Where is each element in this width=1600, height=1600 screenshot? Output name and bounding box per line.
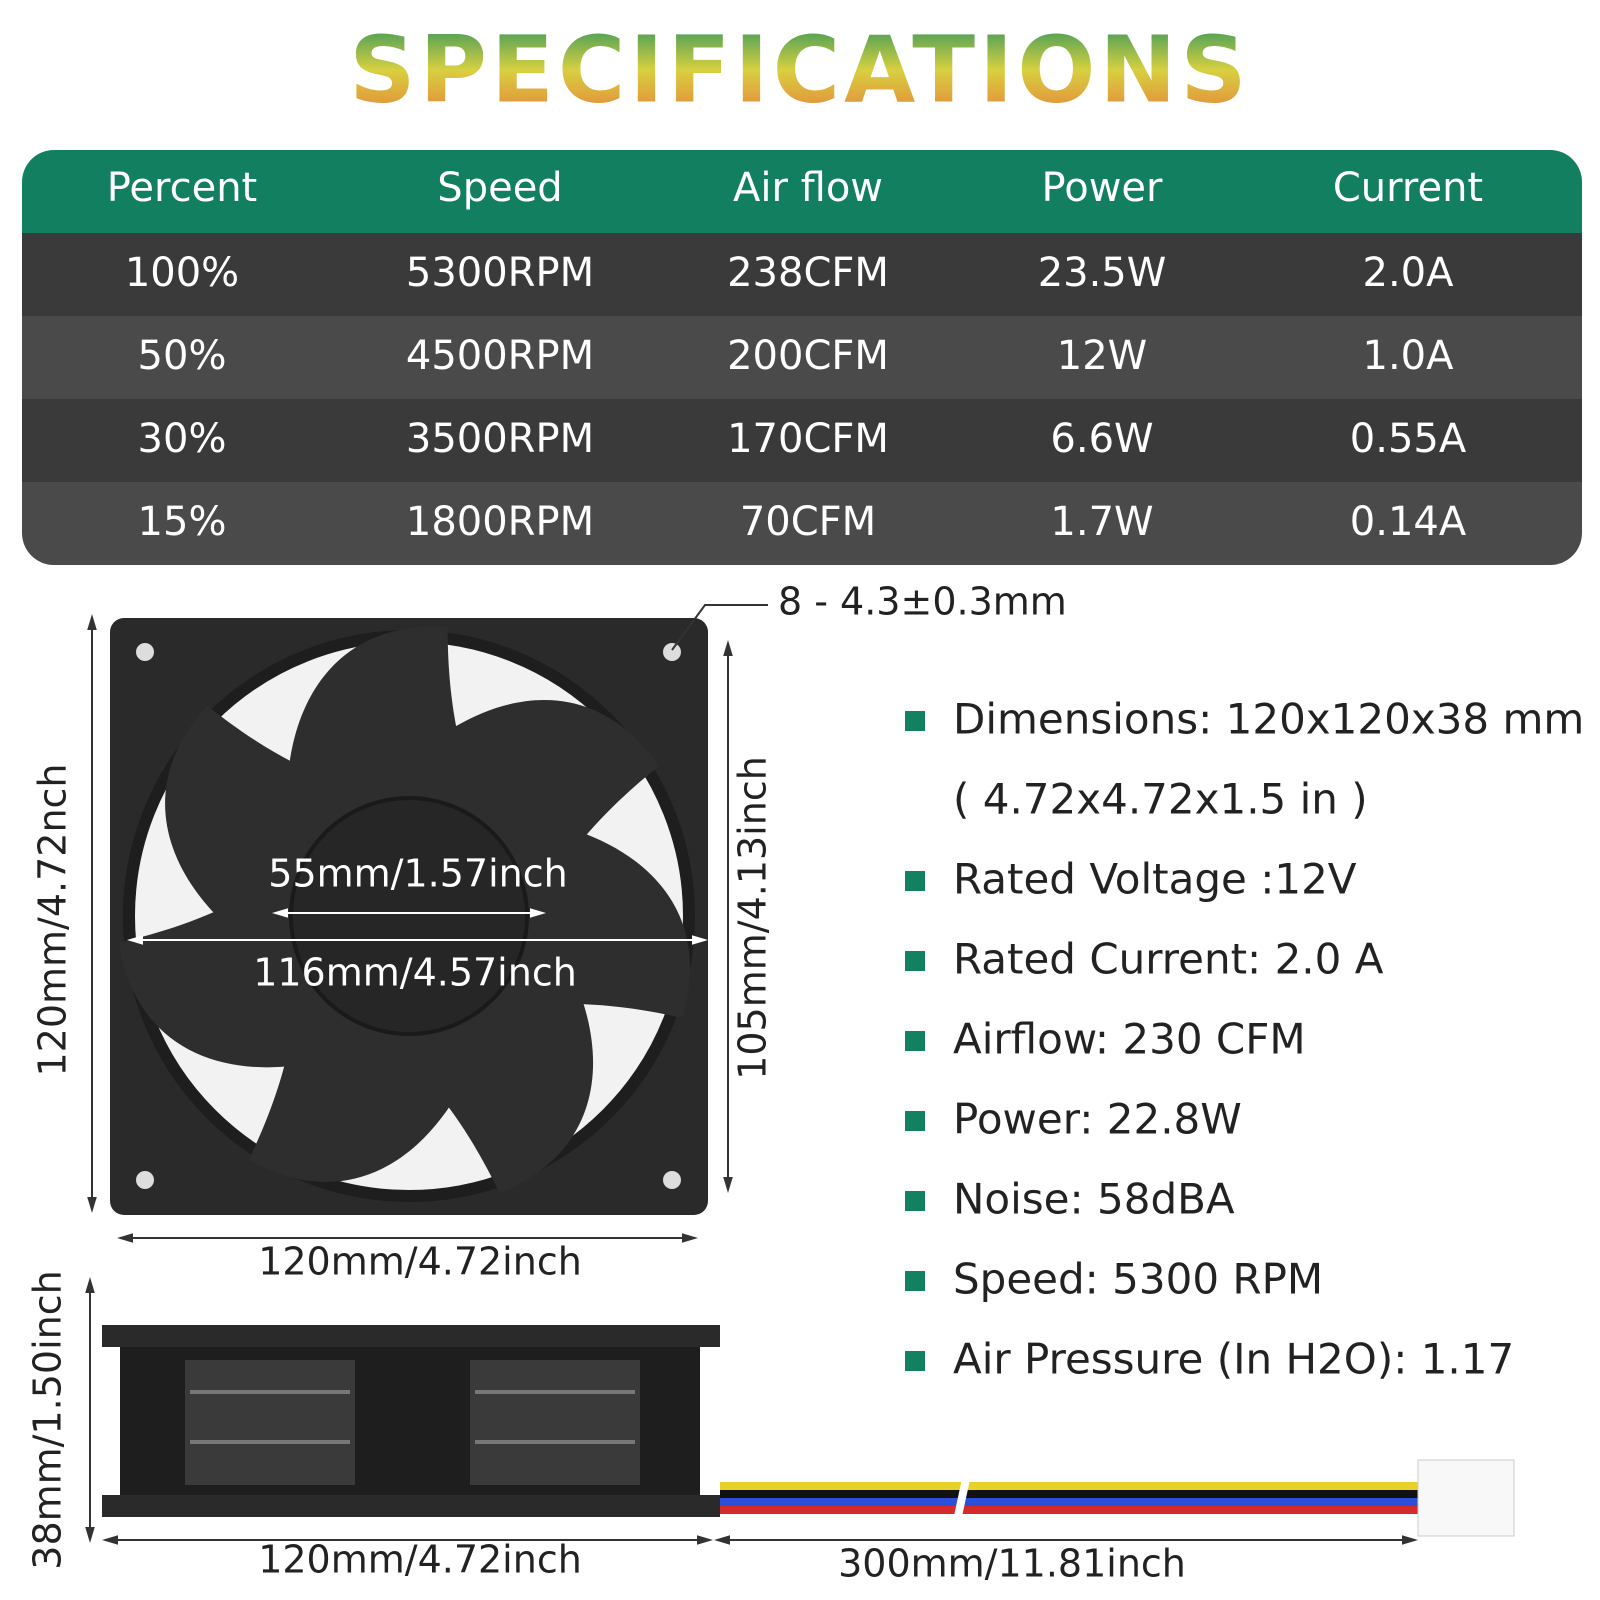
table-cell: 6.6W <box>1050 416 1153 462</box>
dim-label: 55mm/1.57inch <box>268 852 567 896</box>
bullet <box>905 1271 925 1291</box>
spec-item: Dimensions: 120x120x38 mm <box>953 695 1584 744</box>
table-row-bg <box>22 482 1582 565</box>
spec-item-continued: ( 4.72x4.72x1.5 in ) <box>953 775 1368 824</box>
table-cell: 15% <box>138 499 227 545</box>
table-cell: 30% <box>138 416 227 462</box>
dim-label: 116mm/4.57inch <box>253 951 577 995</box>
fan-front <box>110 618 708 1215</box>
table-row-bg <box>22 316 1582 399</box>
table-header-bg <box>22 150 1582 233</box>
bullet <box>905 1111 925 1131</box>
table-cell: 1800RPM <box>406 499 594 545</box>
spec-item: Rated Voltage :12V <box>953 855 1357 904</box>
column-header: Percent <box>107 165 258 211</box>
column-header: Current <box>1333 165 1483 211</box>
spec-item: Noise: 58dBA <box>953 1175 1235 1224</box>
table-cell: 70CFM <box>740 499 876 545</box>
spec-item: Power: 22.8W <box>953 1095 1242 1144</box>
dim-label: 120mm/4.72inch <box>258 1240 582 1284</box>
bullet <box>905 951 925 971</box>
dim-label: 8 - 4.3±0.3mm <box>778 580 1067 624</box>
spec-item: Speed: 5300 RPM <box>953 1255 1323 1304</box>
table-cell: 1.7W <box>1050 499 1153 545</box>
table-cell: 1.0A <box>1363 333 1455 379</box>
bullet <box>905 1031 925 1051</box>
table-cell: 170CFM <box>727 416 889 462</box>
bullet <box>905 1351 925 1371</box>
column-header: Air flow <box>733 165 883 211</box>
spec-table: Percent Speed Air flow Power Current 100% 5300… <box>22 150 1582 565</box>
table-cell: 5300RPM <box>406 250 594 296</box>
table-cell: 238CFM <box>727 250 889 296</box>
spec-item: Rated Current: 2.0 A <box>953 935 1384 984</box>
column-header: Power <box>1042 165 1163 211</box>
table-cell: 4500RPM <box>406 333 594 379</box>
dim-label: 38mm/1.50inch <box>26 1270 70 1569</box>
spec-item: Airflow: 230 CFM <box>953 1015 1306 1064</box>
bullet <box>905 871 925 891</box>
dim-label: 120mm/4.72nch <box>31 763 75 1076</box>
table-cell: 0.14A <box>1350 499 1467 545</box>
table-cell: 50% <box>138 333 227 379</box>
dim-label: 300mm/11.81inch <box>838 1542 1186 1586</box>
table-row-bg <box>22 233 1582 316</box>
table-cell: 200CFM <box>727 333 889 379</box>
spec-list: Dimensions: 120x120x38 mm ( 4.72x4.72x1.5… <box>905 695 1584 1384</box>
table-cell: 12W <box>1057 333 1147 379</box>
table-cell: 100% <box>125 250 239 296</box>
dim-label: 105mm/4.13inch <box>731 756 775 1080</box>
fan-side <box>102 1325 1515 1537</box>
title: SPECIFICATIONS <box>349 16 1250 123</box>
bullet <box>905 1191 925 1211</box>
table-cell: 3500RPM <box>406 416 594 462</box>
table-cell: 2.0A <box>1363 250 1455 296</box>
table-cell: 23.5W <box>1038 250 1167 296</box>
table-row-bg <box>22 399 1582 482</box>
table-cell: 0.55A <box>1350 416 1467 462</box>
column-header: Speed <box>437 165 562 211</box>
spec-item: Air Pressure (In H2O): 1.17 <box>953 1335 1514 1384</box>
bullet <box>905 711 925 731</box>
dim-label: 120mm/4.72inch <box>258 1538 582 1582</box>
